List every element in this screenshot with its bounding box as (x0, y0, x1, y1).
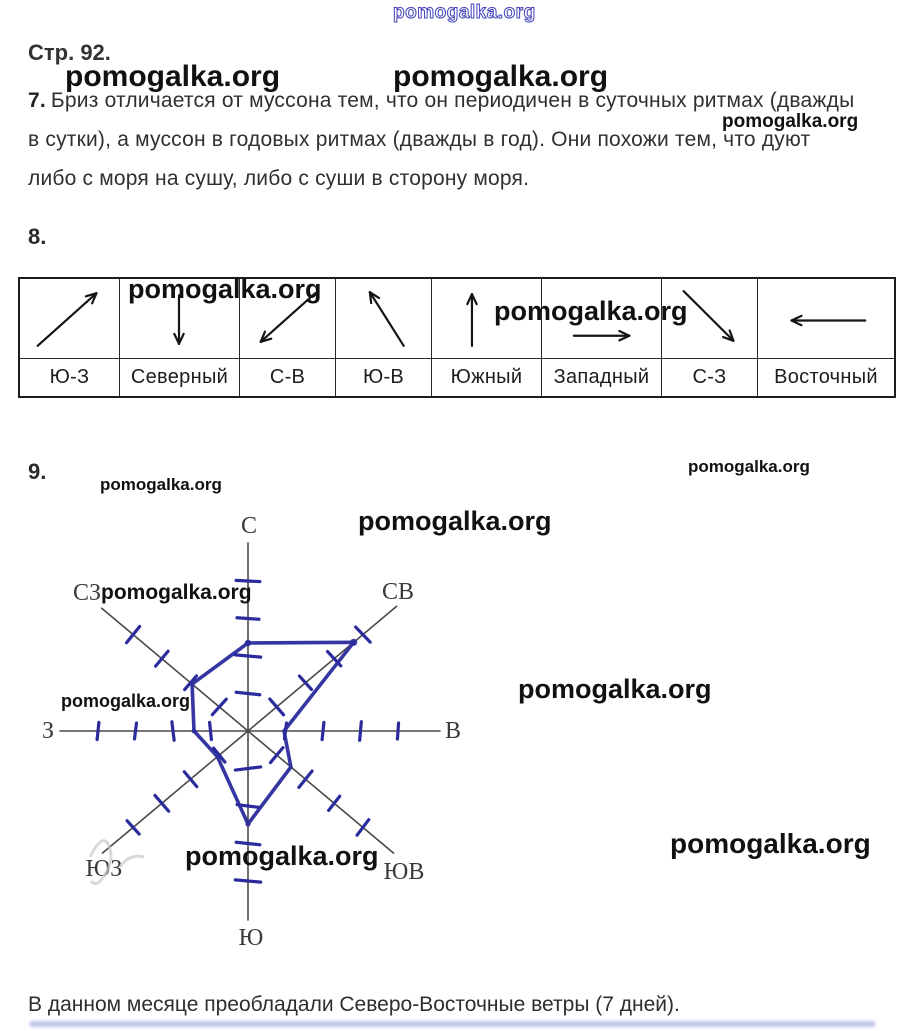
up-right-arrow-icon (20, 279, 119, 359)
ink-blob (245, 821, 251, 827)
rose-direction-label: З (42, 718, 54, 744)
down-left-arrow-icon (240, 279, 335, 359)
watermark: pomogalka.org (393, 2, 536, 23)
pencil-scan-artifact (88, 839, 145, 886)
up-left-arrow-icon (336, 279, 431, 359)
rose-direction-label: Ю (239, 925, 264, 951)
up-arrow-icon (432, 279, 541, 359)
wind-direction-label: Северный (130, 366, 229, 388)
wind-direction-label: Южный (450, 366, 523, 388)
watermark: pomogalka.org (494, 296, 688, 326)
wind-table-column: С-В (240, 279, 336, 396)
wind-direction-label: Ю-З (49, 366, 90, 388)
left-arrow-icon (758, 279, 894, 359)
rose-direction-label: ЮВ (384, 859, 425, 885)
wind-table-column: Южный (432, 279, 542, 396)
watermark: pomogalka.org (518, 674, 712, 704)
conclusion-text: В данном месяце преобладали Северо-Восто… (28, 993, 680, 1016)
rose-direction-label: СВ (382, 579, 414, 605)
watermark: pomogalka.org (393, 60, 609, 93)
question-8-number: 8. (28, 224, 47, 249)
watermark: pomogalka.org (670, 828, 871, 859)
ink-blob (350, 638, 358, 646)
watermark: pomogalka.org (358, 506, 552, 536)
down-arrow-icon (120, 279, 239, 359)
right-arrow-icon (542, 279, 661, 359)
watermark: pomogalka.org (100, 475, 222, 494)
watermark: pomogalka.org (688, 457, 810, 476)
wind-table-column: Северный (120, 279, 240, 396)
wind-direction-label: Восточный (774, 366, 878, 388)
watermark: pomogalka.org (128, 274, 322, 304)
watermark: pomogalka.org (61, 691, 191, 711)
watermark: pomogalka.org (185, 841, 379, 871)
wind-table-column: Восточный (758, 279, 894, 396)
wind-direction-label: Ю-В (362, 366, 405, 388)
wind-direction-label: С-З (692, 366, 727, 388)
watermark: pomogalka.org (65, 60, 281, 93)
ink-blob (244, 639, 252, 647)
wind-frequency-polygon (190, 640, 356, 826)
wind-table-column: Ю-В (336, 279, 432, 396)
answer-7-line-3: либо с моря на сушу, либо с суши в сторо… (28, 167, 530, 190)
rose-direction-label: СЗ (73, 580, 101, 606)
rose-direction-label: С (241, 513, 257, 539)
wind-direction-label: С-В (269, 366, 306, 388)
answer-7-line-2: в сутки), а муссон в годовых ритмах (два… (28, 128, 811, 151)
wind-table-column: Западный (542, 279, 662, 396)
answer-7-line-1: 7. Бриз отличается от муссона тем, что он… (28, 89, 855, 112)
question-7-number: 7. (28, 89, 46, 112)
down-right-arrow-icon (662, 279, 757, 359)
ink-blob (191, 728, 197, 734)
question-9-number: 9. (28, 459, 47, 484)
wind-table-column: С-З (662, 279, 758, 396)
wind-direction-table: Ю-З Северный С-В Ю-В Южный Западный С-З Восточн… (18, 277, 896, 398)
page-header: Стр. 92. (28, 40, 111, 65)
scan-artifact-strip (30, 1021, 875, 1027)
rose-direction-label: В (445, 718, 461, 744)
wind-table-column: Ю-З (20, 279, 120, 396)
wind-direction-label: Западный (553, 366, 650, 388)
watermark: pomogalka.org (101, 581, 252, 604)
watermark: pomogalka.org (722, 111, 859, 132)
